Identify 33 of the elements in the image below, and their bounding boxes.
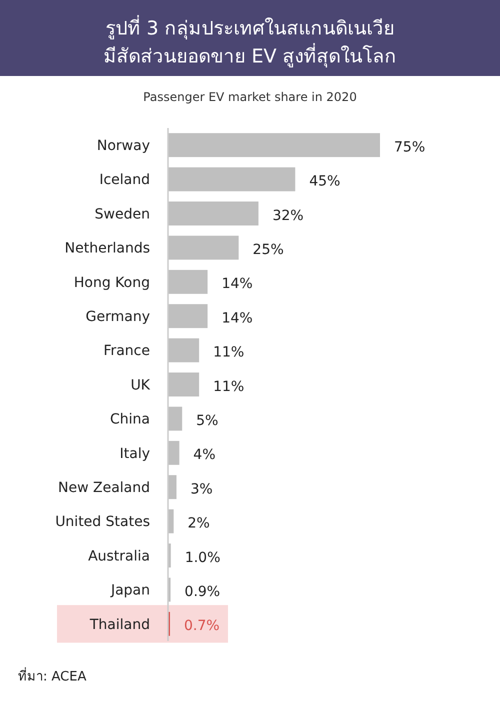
data-label: 0.9%	[184, 584, 220, 600]
y-tick-label: France	[103, 343, 150, 360]
chart-subtitle: Passenger EV market share in 2020	[143, 90, 357, 104]
data-label: 2%	[188, 516, 210, 532]
data-label: 11%	[213, 344, 244, 361]
y-tick-label: United States	[55, 514, 150, 530]
data-label: 4%	[193, 447, 216, 464]
y-tick-label: Germany	[86, 309, 150, 325]
chart-title: รูปที่ 3 กลุ่มประเทศในสแกนดิเนเวีย มีสัดส่วนยอดขาย EV สูงที่สุดในโลก	[103, 14, 397, 69]
y-tick-label: New Zealand	[58, 480, 150, 496]
data-label: 32%	[272, 208, 304, 224]
data-label: 25%	[252, 242, 284, 258]
y-tick-label: Iceland	[99, 172, 150, 188]
y-tick-label: Italy	[120, 446, 150, 462]
data-label: 0.7%	[184, 618, 220, 634]
y-tick-label: UK	[130, 377, 151, 394]
y-tick-label: Japan	[110, 582, 150, 599]
y-tick-label: Hong Kong	[74, 274, 150, 291]
y-tick-label: Sweden	[94, 206, 150, 222]
y-tick-label: Thailand	[88, 616, 150, 633]
data-label: 14%	[222, 310, 253, 326]
y-tick-label: Australia	[88, 548, 150, 564]
data-label: 3%	[190, 481, 213, 498]
data-label: 5%	[196, 413, 218, 429]
data-label: 75%	[394, 139, 426, 156]
text: ที่มา: ACEA	[18, 668, 86, 685]
y-tick-label: Netherlands	[64, 240, 150, 257]
data-label: 11%	[213, 378, 244, 395]
data-label: 45%	[309, 174, 340, 190]
data-label: 1.0%	[184, 550, 220, 566]
y-tick-label: China	[110, 412, 150, 428]
data-label: 14%	[222, 276, 253, 292]
y-tick-label: Norway	[96, 138, 150, 154]
